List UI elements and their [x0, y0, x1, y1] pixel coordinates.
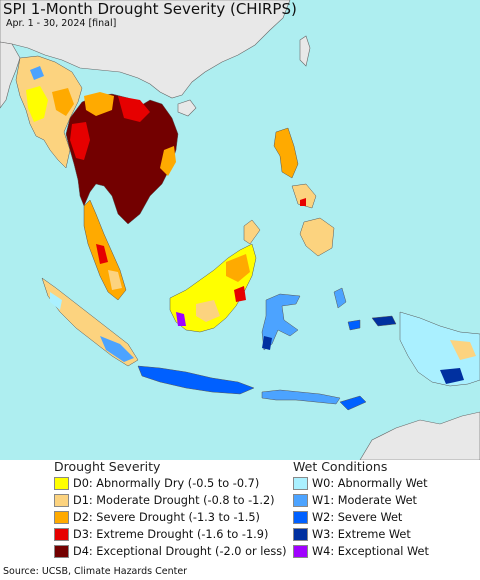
borneo-d2 — [226, 254, 250, 282]
china-region — [0, 0, 291, 99]
luzon-island — [273, 127, 299, 179]
lesser-sunda-islands — [261, 389, 341, 405]
wet-legend-title: Wet Conditions — [293, 459, 388, 474]
swatch-w2 — [293, 510, 308, 524]
legend-item-w3: W3: Extreme Wet — [293, 527, 411, 541]
myanmar-wet — [30, 66, 44, 80]
mindanao-d3 — [300, 198, 306, 206]
legend-label-w1: W1: Moderate Wet — [312, 493, 417, 507]
visayas-islands — [291, 183, 317, 209]
myanmar-yellow — [26, 86, 48, 122]
swatch-w3 — [293, 527, 308, 541]
seram-island — [371, 315, 397, 327]
myanmar-orange — [52, 88, 74, 116]
drought-map — [0, 0, 480, 460]
north-laos-d2 — [84, 92, 114, 116]
legend-item-d0: D0: Abnormally Dry (-0.5 to -0.7) — [54, 476, 259, 490]
myanmar-land — [15, 55, 83, 169]
drought-legend-title: Drought Severity — [54, 459, 161, 474]
sumatra-wet — [100, 336, 134, 362]
legend-label-d4: D4: Exceptional Drought (-2.0 or less) — [73, 544, 287, 558]
legend-item-d1: D1: Moderate Drought (-0.8 to -1.2) — [54, 493, 275, 507]
borneo-d3 — [234, 286, 246, 302]
north-vietnam-d3 — [118, 96, 150, 122]
halmahera-island — [333, 287, 347, 309]
india-region — [0, 41, 21, 109]
swatch-w1 — [293, 493, 308, 507]
legend: Drought Severity D0: Abnormally Dry (-0.… — [0, 459, 480, 563]
mindanao-island — [299, 217, 335, 257]
swatch-d0 — [54, 476, 69, 490]
legend-label-d1: D1: Moderate Drought (-0.8 to -1.2) — [73, 493, 275, 507]
taiwan-island — [299, 35, 311, 67]
map-subtitle: Apr. 1 - 30, 2024 [final] — [6, 18, 117, 29]
legend-item-w1: W1: Moderate Wet — [293, 493, 417, 507]
hainan-island — [177, 99, 197, 117]
legend-item-w4: W4: Exceptional Wet — [293, 544, 429, 558]
legend-label-w0: W0: Abnormally Wet — [312, 476, 428, 490]
legend-label-d0: D0: Abnormally Dry (-0.5 to -0.7) — [73, 476, 260, 490]
legend-label-d2: D2: Severe Drought (-1.3 to -1.5) — [73, 510, 260, 524]
source-credit: Source: UCSB, Climate Hazards Center — [3, 566, 188, 577]
legend-item-w2: W2: Severe Wet — [293, 510, 402, 524]
swatch-d1 — [54, 493, 69, 507]
borneo-d1 — [196, 300, 220, 322]
sulawesi-w3 — [262, 336, 272, 350]
legend-item-w0: W0: Abnormally Wet — [293, 476, 428, 490]
buru-island — [347, 319, 361, 331]
legend-item-d3: D3: Extreme Drought (-1.6 to -1.9) — [54, 527, 268, 541]
legend-label-w4: W4: Exceptional Wet — [312, 544, 429, 558]
malay-d3 — [96, 244, 108, 264]
timor-island — [339, 395, 367, 411]
palawan-island — [243, 219, 261, 245]
vietnam-coast-d2 — [160, 146, 176, 176]
new-guinea-land — [399, 311, 480, 387]
sulawesi-land — [261, 293, 301, 351]
new-guinea-d1 — [450, 340, 476, 360]
swatch-d3 — [54, 527, 69, 541]
swatch-w4 — [293, 544, 308, 558]
malay-d1 — [108, 270, 122, 290]
legend-label-d3: D3: Extreme Drought (-1.6 to -1.9) — [73, 527, 269, 541]
borneo-wet — [176, 312, 186, 326]
sumatra-wet-north — [50, 292, 62, 310]
map-title: SPI 1-Month Drought Severity (CHIRPS) — [3, 0, 297, 18]
swatch-d2 — [54, 510, 69, 524]
legend-label-w3: W3: Extreme Wet — [312, 527, 411, 541]
swatch-w0 — [293, 476, 308, 490]
new-guinea-w3 — [440, 368, 464, 384]
legend-item-d4: D4: Exceptional Drought (-2.0 or less) — [54, 544, 287, 558]
thailand-d3 — [70, 122, 90, 160]
australia-region — [359, 411, 480, 460]
legend-label-w2: W2: Severe Wet — [312, 510, 403, 524]
legend-item-d2: D2: Severe Drought (-1.3 to -1.5) — [54, 510, 260, 524]
java-land — [137, 365, 255, 395]
swatch-d4 — [54, 544, 69, 558]
